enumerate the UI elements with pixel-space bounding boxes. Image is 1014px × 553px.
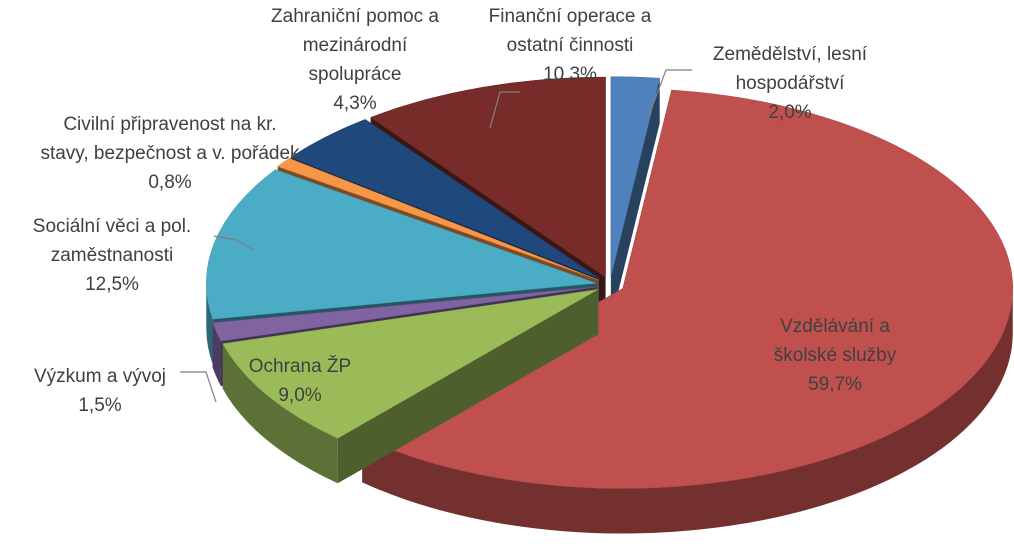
value-label: 0,8% — [148, 172, 191, 193]
pie — [206, 76, 1013, 534]
leader-lines — [180, 69, 692, 403]
category-label: Výzkum a vývoj — [34, 366, 166, 387]
slice-wall — [222, 343, 338, 484]
slice-wall — [212, 322, 221, 387]
leader-line — [180, 371, 217, 403]
labels: Zemědělství, lesní hospodářství 2,0% Vzdělá… — [33, 6, 897, 416]
category-label: Finanční operace a ostatní činnosti — [489, 6, 652, 56]
leader-line — [647, 69, 692, 119]
slice — [610, 76, 661, 277]
slice — [277, 158, 599, 281]
leader-line — [489, 91, 520, 129]
value-label: 9,0% — [278, 385, 321, 406]
leader-line — [213, 235, 255, 251]
value-label: 59,7% — [808, 374, 862, 395]
value-label: 12,5% — [85, 274, 139, 295]
category-label: Civilní připravenost na kr. stavy, bezpeč… — [40, 114, 300, 164]
slice — [212, 286, 597, 342]
slice — [370, 76, 606, 278]
category-label: Zahraniční pomoc a mezinárodní spolupráce — [271, 6, 439, 85]
slice — [361, 89, 1013, 489]
value-label: 10,3% — [543, 64, 597, 85]
category-label: Vzdělávání a školské služby — [774, 316, 897, 366]
slice-wall — [206, 283, 213, 365]
slice — [222, 289, 599, 439]
slice — [290, 119, 601, 280]
value-label: 2,0% — [768, 102, 811, 123]
category-label: Sociální věci a pol. zaměstnanosti — [33, 216, 191, 266]
value-label: 4,3% — [333, 93, 376, 114]
value-label: 1,5% — [78, 395, 121, 416]
slice — [206, 169, 597, 320]
category-label: Zemědělství, lesní hospodářství — [713, 44, 868, 94]
category-label: Ochrana ŽP — [249, 355, 351, 377]
slice-wall — [362, 288, 1013, 534]
slice-side — [610, 78, 660, 322]
